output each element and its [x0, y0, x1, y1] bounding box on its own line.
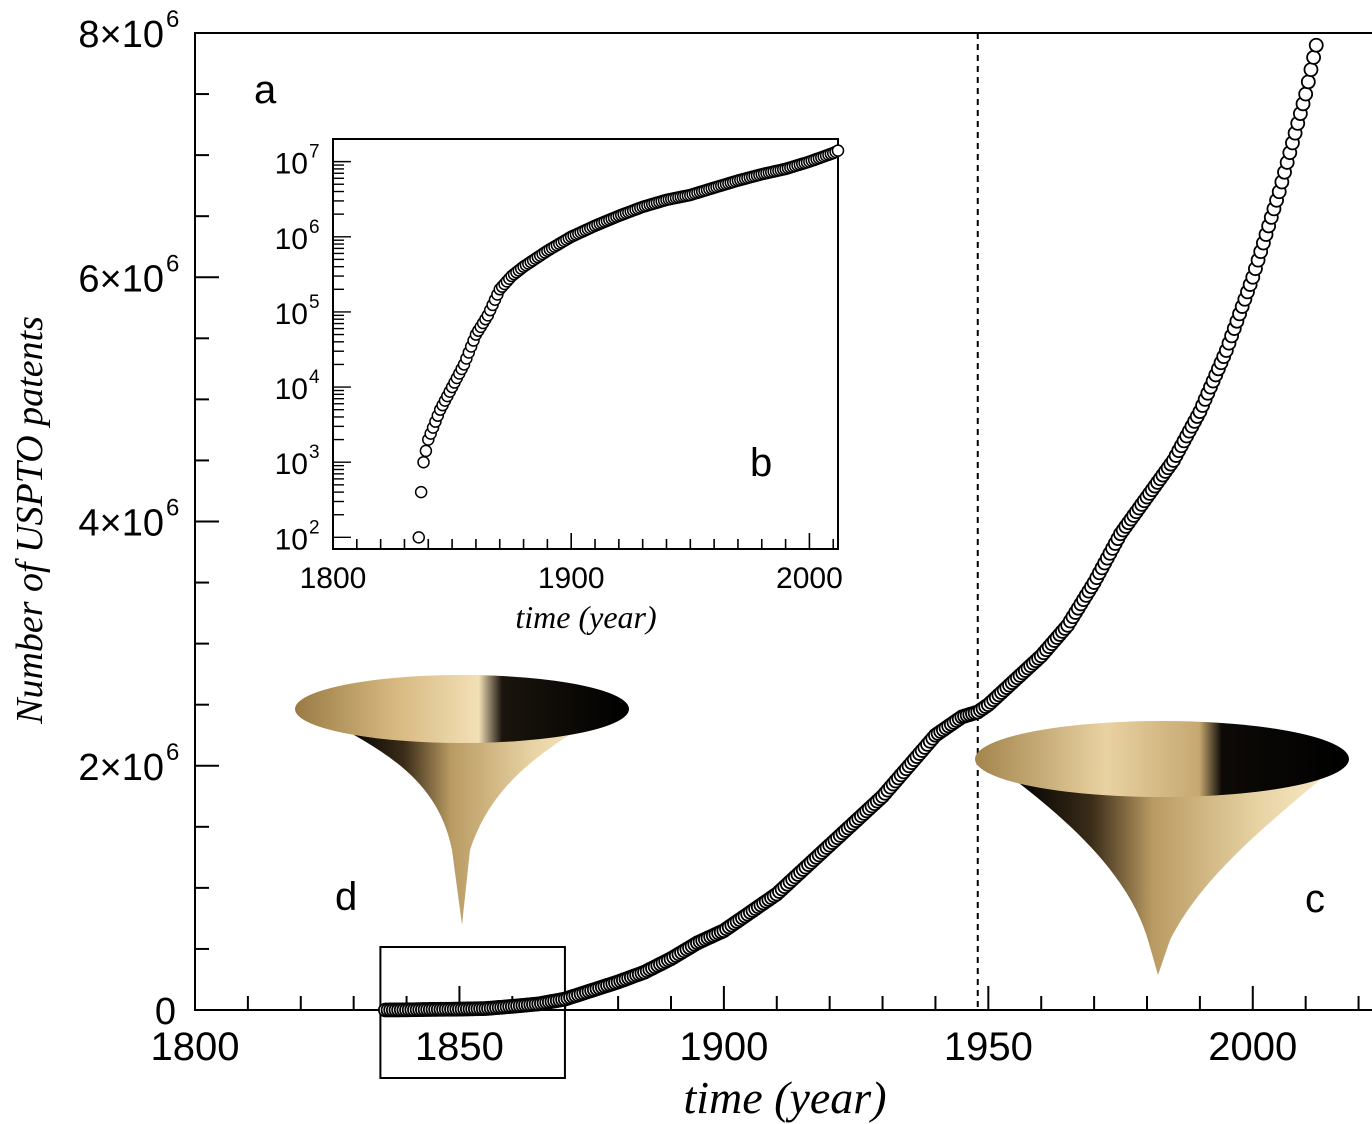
main-data-point	[1306, 50, 1321, 65]
inset-y-tick-exponent: 7	[309, 142, 320, 163]
inset-x-tick-label: 1900	[538, 562, 605, 595]
funnel-illustration-d	[295, 675, 629, 925]
inset-x-axis-title: time (year)	[515, 599, 656, 635]
main-x-tick-label: 1850	[415, 1025, 504, 1069]
panel-letter-d: d	[335, 875, 357, 919]
main-y-tick-exponent: 6	[166, 739, 179, 766]
inset-y-tick-label: 10	[275, 223, 308, 256]
main-x-tick-label: 2000	[1208, 1025, 1297, 1069]
inset-y-tick-exponent: 2	[309, 517, 320, 538]
inset-y-tick-label: 10	[275, 148, 308, 181]
inset-y-tick-exponent: 4	[309, 367, 320, 388]
main-data-point	[1308, 37, 1324, 53]
main-data-point	[1298, 86, 1314, 102]
panel-letter-b: b	[750, 441, 772, 485]
main-data-point	[1303, 62, 1319, 78]
main-x-tick-label: 1950	[944, 1025, 1033, 1069]
main-x-tick-label: 1900	[679, 1025, 768, 1069]
main-y-tick-label: 4×10	[78, 503, 164, 545]
main-y-tick-exponent: 6	[166, 250, 179, 277]
inset-data-point	[417, 455, 430, 469]
inset-plot-frame	[332, 138, 839, 550]
inset-y-tick-label: 10	[275, 373, 308, 406]
inset-y-tick-label: 10	[275, 448, 308, 481]
funnel-d-cone	[345, 728, 580, 925]
funnel-c-cone	[1015, 780, 1320, 975]
inset-axis-ticks	[332, 138, 835, 549]
funnel-c-rim	[975, 721, 1349, 797]
inset-y-tick-label: 10	[275, 298, 308, 331]
main-y-tick-label: 6×10	[78, 258, 164, 300]
inset-data-point	[419, 444, 433, 458]
inset-x-tick-label: 2000	[776, 562, 843, 595]
inset-data-point	[412, 531, 426, 544]
main-x-axis-title: time (year)	[683, 1072, 886, 1123]
inset-data-point	[414, 485, 428, 499]
inset-data-point	[831, 144, 845, 157]
inset-y-tick-exponent: 6	[309, 217, 320, 238]
main-y-axis-title: Number of USPTO patents	[9, 316, 51, 725]
inset-series-points	[412, 144, 845, 544]
funnel-illustration-c	[975, 721, 1349, 975]
panel-letter-a: a	[254, 68, 277, 112]
main-y-tick-exponent: 6	[166, 495, 179, 522]
panel-letter-c: c	[1305, 877, 1325, 921]
main-y-tick-label: 8×10	[78, 14, 164, 56]
inset-y-tick-label: 10	[275, 523, 308, 556]
inset-x-tick-label: 1800	[300, 562, 367, 595]
inset-y-tick-exponent: 5	[309, 292, 320, 313]
funnel-d-rim	[295, 675, 629, 743]
main-y-tick-label: 2×10	[78, 747, 164, 789]
main-data-point	[1300, 74, 1316, 90]
main-y-tick-label: 0	[155, 991, 176, 1033]
main-y-tick-exponent: 6	[166, 6, 179, 33]
main-x-tick-label: 1800	[151, 1025, 240, 1069]
inset-y-tick-exponent: 3	[309, 442, 320, 463]
main-series-points	[377, 37, 1324, 1018]
